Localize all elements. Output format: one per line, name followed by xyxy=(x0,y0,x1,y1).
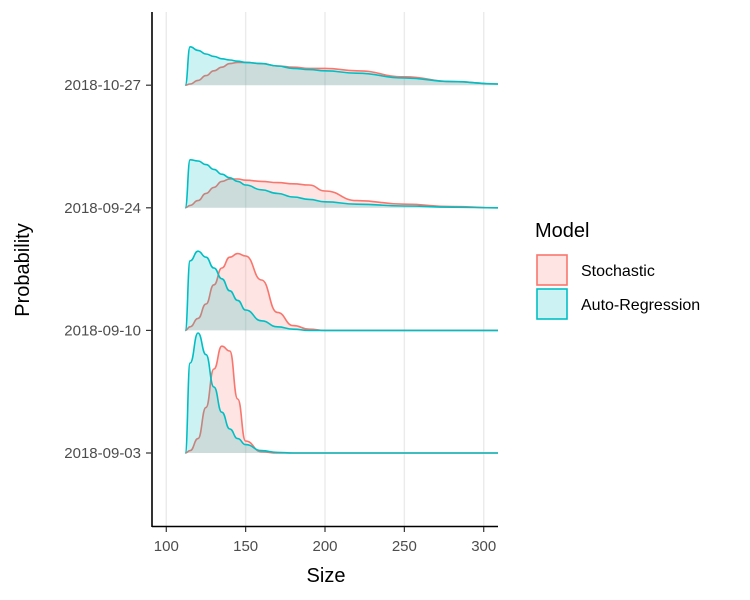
density-area-auto-regression xyxy=(185,251,499,331)
x-tick-label: 300 xyxy=(471,538,496,555)
y-ticks: 2018-09-03 2018-09-10 2018-09-24 2018-10-27 xyxy=(64,77,152,462)
x-ticks: 100 150 200 250 300 xyxy=(154,527,496,555)
density-area-stochastic xyxy=(185,179,499,208)
y-axis-title: Probability xyxy=(12,223,34,316)
x-tick-label: 150 xyxy=(233,538,258,555)
x-tick-label: 200 xyxy=(312,538,337,555)
density-area-stochastic xyxy=(185,346,499,453)
y-tick-label: 2018-09-10 xyxy=(64,322,141,339)
legend-key xyxy=(536,254,568,286)
density-area-auto-regression xyxy=(185,333,499,453)
density-line-auto-regression xyxy=(184,332,498,454)
y-tick-label: 2018-10-27 xyxy=(64,77,141,94)
density-area-auto-regression xyxy=(185,46,499,86)
density-line-auto-regression xyxy=(184,250,498,332)
y-tick-label: 2018-09-24 xyxy=(64,200,141,217)
density-area-auto-regression xyxy=(185,159,499,208)
ridge-areas xyxy=(184,45,499,454)
ridge-2018-10-27 xyxy=(184,45,499,86)
x-axis-title: Size xyxy=(307,565,346,587)
density-area-stochastic xyxy=(185,253,499,331)
legend-title: Model xyxy=(535,220,589,242)
density-line-stochastic xyxy=(185,178,499,209)
x-tick-label: 250 xyxy=(392,538,417,555)
ridge-2018-09-24 xyxy=(184,158,499,209)
x-tick-label: 100 xyxy=(154,538,179,555)
legend-label: Stochastic xyxy=(581,263,655,280)
ridge-2018-09-10 xyxy=(184,250,499,332)
ridge-2018-09-03 xyxy=(184,332,499,454)
y-tick-label: 2018-09-03 xyxy=(64,445,141,462)
legend-key xyxy=(536,288,568,320)
density-line-auto-regression xyxy=(184,158,499,209)
legend-label: Auto-Regression xyxy=(581,297,700,314)
legend: Model Stochastic Auto-Regression xyxy=(535,220,700,320)
density-line-auto-regression xyxy=(184,45,499,86)
